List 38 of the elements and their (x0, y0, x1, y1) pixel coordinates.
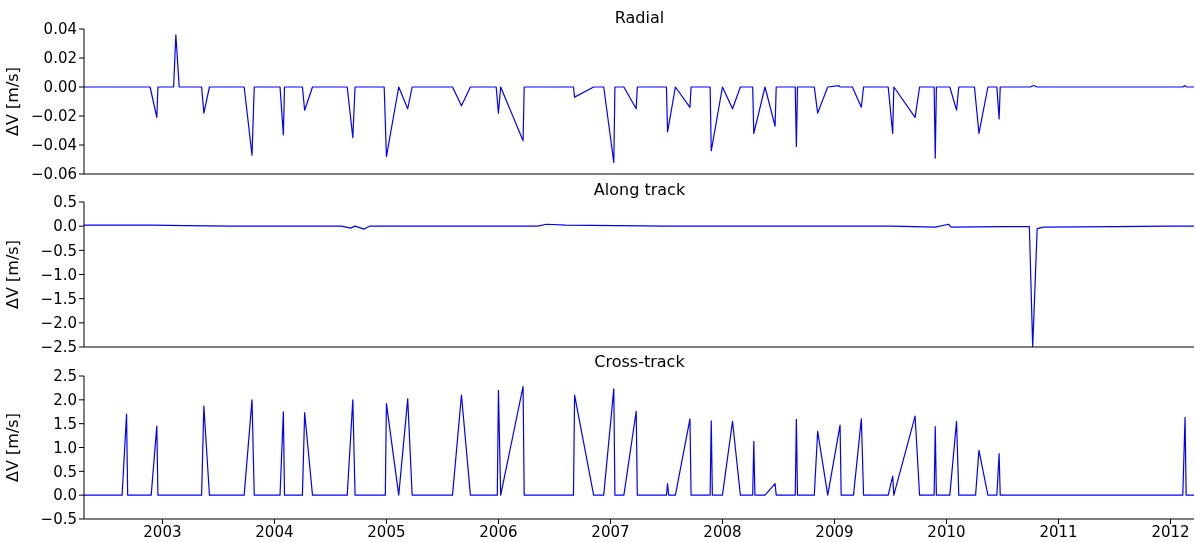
x-tick-label: 2010 (927, 522, 966, 541)
x-tick-label: 2011 (1039, 522, 1078, 541)
y-tick-label: 0.04 (43, 20, 77, 39)
line-series (84, 34, 1194, 163)
line-series (84, 385, 1194, 496)
x-tick-label: 2005 (367, 522, 406, 541)
y-tick-label: −0.06 (31, 165, 77, 184)
y-tick-label: 0.5 (53, 462, 77, 481)
x-tick-label: 2006 (479, 522, 518, 541)
y-tick-label: −0.5 (40, 241, 77, 260)
y-tick-label: −2.5 (40, 338, 77, 357)
y-tick-label: −1.0 (40, 265, 77, 284)
y-tick-label: 0.5 (53, 193, 77, 212)
chart-title: Along track (592, 180, 687, 199)
y-tick-label: 0.00 (43, 78, 77, 97)
y-tick-label: 2.0 (53, 391, 77, 410)
x-tick-label: 2008 (703, 522, 742, 541)
x-tick-label: 2007 (591, 522, 630, 541)
x-tick-label: 2012 (1151, 522, 1190, 541)
y-axis-title: ΔV [m/s] (2, 413, 22, 482)
y-tick-label: −1.5 (40, 289, 77, 308)
y-axis-title: ΔV [m/s] (2, 240, 22, 309)
x-tick-label: 2004 (255, 522, 294, 541)
y-tick-label: −0.04 (31, 136, 77, 155)
y-tick-label: 1.5 (53, 414, 77, 433)
y-tick-label: −0.02 (31, 107, 77, 126)
y-tick-label: 1.0 (53, 438, 77, 457)
chart-title: Radial (613, 8, 666, 27)
x-tick-label: 2009 (815, 522, 854, 541)
y-tick-label: 2.5 (53, 367, 77, 386)
y-tick-label: 0.0 (53, 486, 77, 505)
y-tick-label: −2.0 (40, 314, 77, 333)
y-tick-label: 0.02 (43, 49, 77, 68)
y-axis-title: ΔV [m/s] (2, 67, 22, 136)
x-tick-label: 2003 (143, 522, 182, 541)
chart-title: Cross-track (593, 352, 686, 371)
y-tick-label: −0.5 (40, 510, 77, 529)
y-tick-label: 0.0 (53, 217, 77, 236)
